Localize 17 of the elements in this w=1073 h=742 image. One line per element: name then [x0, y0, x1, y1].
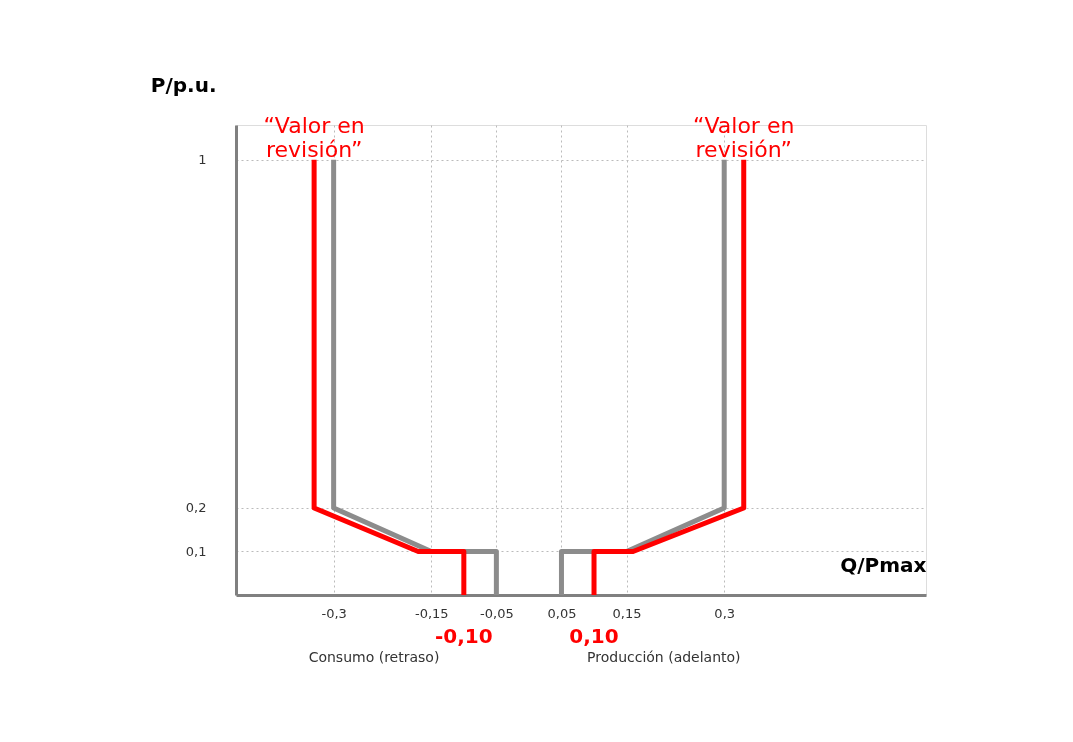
- annotation: “Valor en revisión”: [693, 112, 795, 162]
- x-axis-title: Q/Pmax: [840, 552, 927, 577]
- text: Consumo (retraso): [308, 649, 440, 665]
- annotation: 0,10: [569, 624, 619, 648]
- annotation: “Valor en revisión”: [263, 112, 365, 162]
- x-tick-label: 0,15: [612, 605, 642, 621]
- text: Producción (adelanto): [587, 649, 741, 665]
- y-axis-title: P/p.u.: [150, 72, 217, 97]
- x-tick-label: -0,05: [480, 605, 514, 621]
- annotation: -0,10: [435, 624, 493, 648]
- y-tick-label: 0,2: [185, 500, 207, 516]
- y-tick-label: 1: [198, 152, 207, 168]
- x-tick-label: -0,15: [414, 605, 449, 621]
- y-tick-label: 0,1: [185, 543, 207, 559]
- x-tick-label: 0,05: [547, 605, 577, 621]
- x-tick-label: 0,3: [714, 605, 736, 621]
- x-tick-label: -0,3: [321, 605, 347, 621]
